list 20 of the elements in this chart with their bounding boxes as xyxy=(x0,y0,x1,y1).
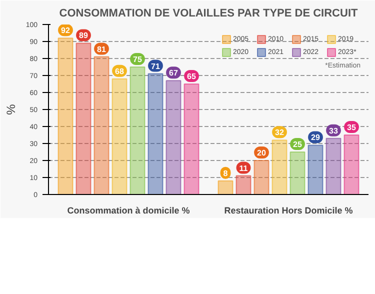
data-label: 67 xyxy=(169,68,178,78)
data-label: 71 xyxy=(151,62,160,71)
chart-title: CONSOMMATION DE VOLAILLES PAR TYPE DE CIRCUIT xyxy=(59,8,358,20)
data-label: 75 xyxy=(133,55,142,64)
x-tick-label: Consommation à domicile % xyxy=(67,206,190,216)
data-label: 92 xyxy=(61,26,70,36)
data-label: 33 xyxy=(329,126,338,136)
data-label: 20 xyxy=(257,148,266,158)
data-label: 35 xyxy=(347,123,356,132)
y-axis-title: % xyxy=(4,104,18,115)
data-label: 32 xyxy=(275,128,284,138)
data-label: 11 xyxy=(239,164,248,173)
data-label: 29 xyxy=(311,133,320,142)
x-tick-label: Restauration Hors Domicile % xyxy=(224,206,353,216)
data-label: 65 xyxy=(187,72,196,81)
data-label: 8 xyxy=(223,168,228,178)
data-label: 25 xyxy=(293,140,302,149)
data-label: 68 xyxy=(115,66,124,76)
data-label: 89 xyxy=(79,31,88,40)
data-label: 81 xyxy=(97,44,106,54)
